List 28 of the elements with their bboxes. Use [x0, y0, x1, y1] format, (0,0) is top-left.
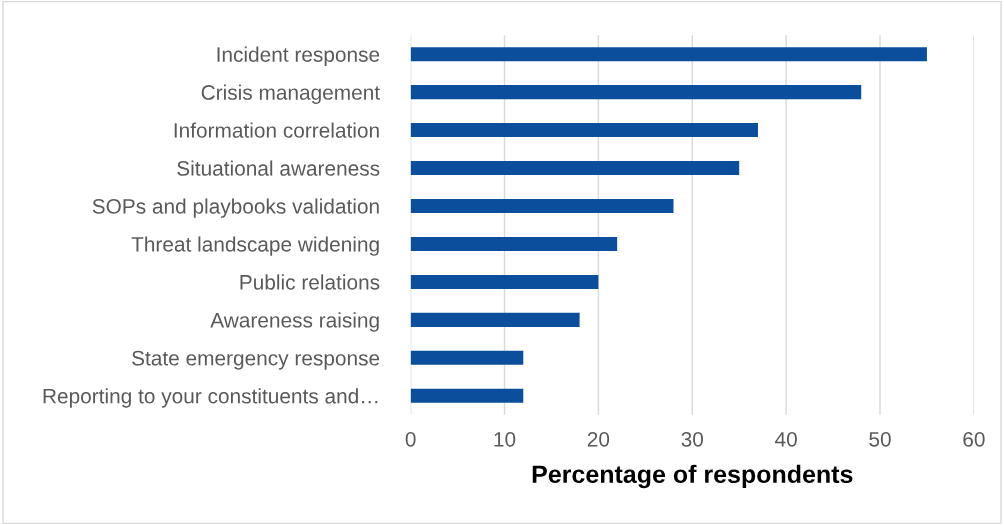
- x-tick-label: 50: [869, 431, 891, 447]
- x-tick-label: 60: [963, 431, 985, 447]
- x-tick-label: 40: [775, 431, 797, 447]
- bar: [410, 236, 618, 251]
- x-tick-label: 30: [681, 431, 704, 447]
- y-tick-label: Threat landscape widening: [131, 236, 379, 256]
- bar: [410, 198, 674, 214]
- y-tick-label: Information correlation: [174, 122, 379, 138]
- x-tick-label: 0: [405, 431, 416, 447]
- y-tick-label: Situational awareness: [177, 160, 380, 176]
- x-tick-label: 20: [587, 431, 610, 447]
- x-tick-label: 10: [494, 431, 516, 447]
- bar: [410, 47, 927, 62]
- bar: [410, 123, 758, 138]
- y-tick-label: Reporting to your constituents and…: [43, 388, 378, 408]
- y-tick-label: Awareness raising: [210, 312, 379, 332]
- y-tick-label: Incident response: [217, 46, 380, 67]
- y-tick-label: SOPs and playbooks validation: [92, 198, 379, 218]
- bar: [410, 350, 524, 365]
- x-axis-title: Percentage of respondents: [532, 464, 853, 489]
- y-tick-label: State emergency response: [132, 350, 380, 370]
- y-tick-label: Public relations: [240, 274, 380, 290]
- bar: [410, 161, 740, 176]
- bar: [410, 388, 524, 403]
- bar: [410, 274, 599, 289]
- bar: [410, 85, 862, 100]
- y-tick-label: Crisis management: [201, 84, 380, 104]
- bar: [410, 312, 580, 327]
